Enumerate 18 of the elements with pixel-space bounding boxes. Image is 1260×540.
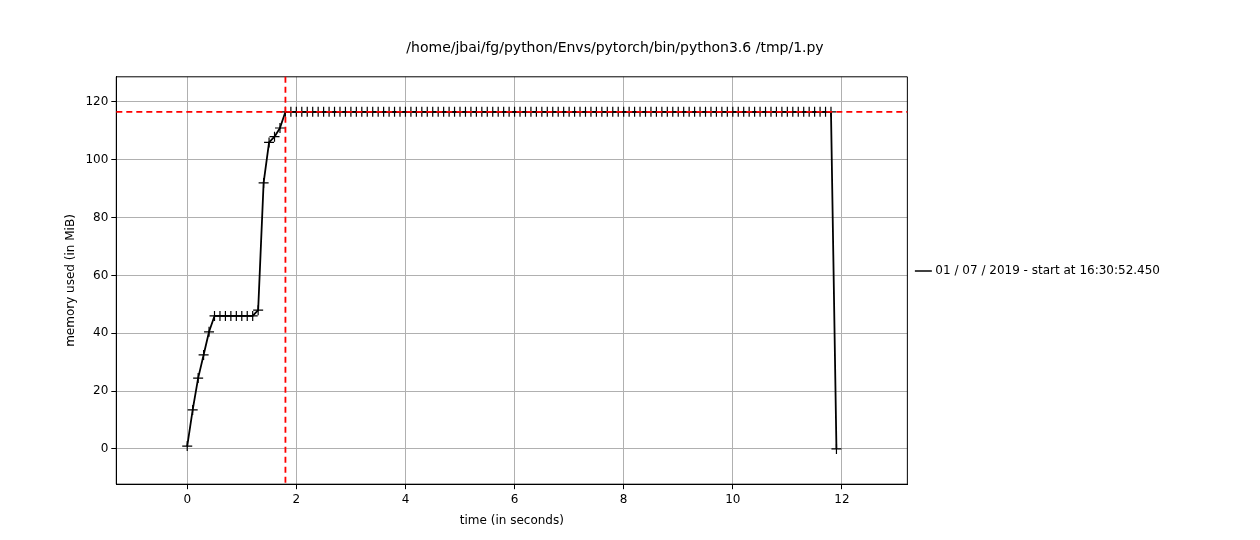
y-tick-label: 20 [93,383,109,398]
legend-label: 01 / 07 / 2019 - start at 16:30:52.450 [935,263,1161,278]
x-tick-label: 8 [619,491,628,506]
x-tick-label: 12 [834,491,850,506]
x-tick-label: 4 [401,491,410,506]
chart-title: /home/jbai/fg/python/Envs/pytorch/bin/python3.6 /tmp/1.py [406,39,824,56]
x-tick-label: 2 [292,491,301,506]
x-tick-label: 0 [183,491,192,506]
y-axis-title: memory used (in MiB) [63,214,78,347]
y-tick-label: 60 [93,267,109,282]
y-tick-label: 80 [93,209,109,224]
y-tick-label: 40 [93,325,109,340]
x-axis-title: time (in seconds) [459,512,564,527]
y-tick-label: 100 [85,151,109,166]
x-tick-label: 6 [510,491,519,506]
x-tick-label: 10 [725,491,741,506]
y-tick-label: 120 [85,94,109,109]
y-tick-label: 0 [100,441,109,456]
